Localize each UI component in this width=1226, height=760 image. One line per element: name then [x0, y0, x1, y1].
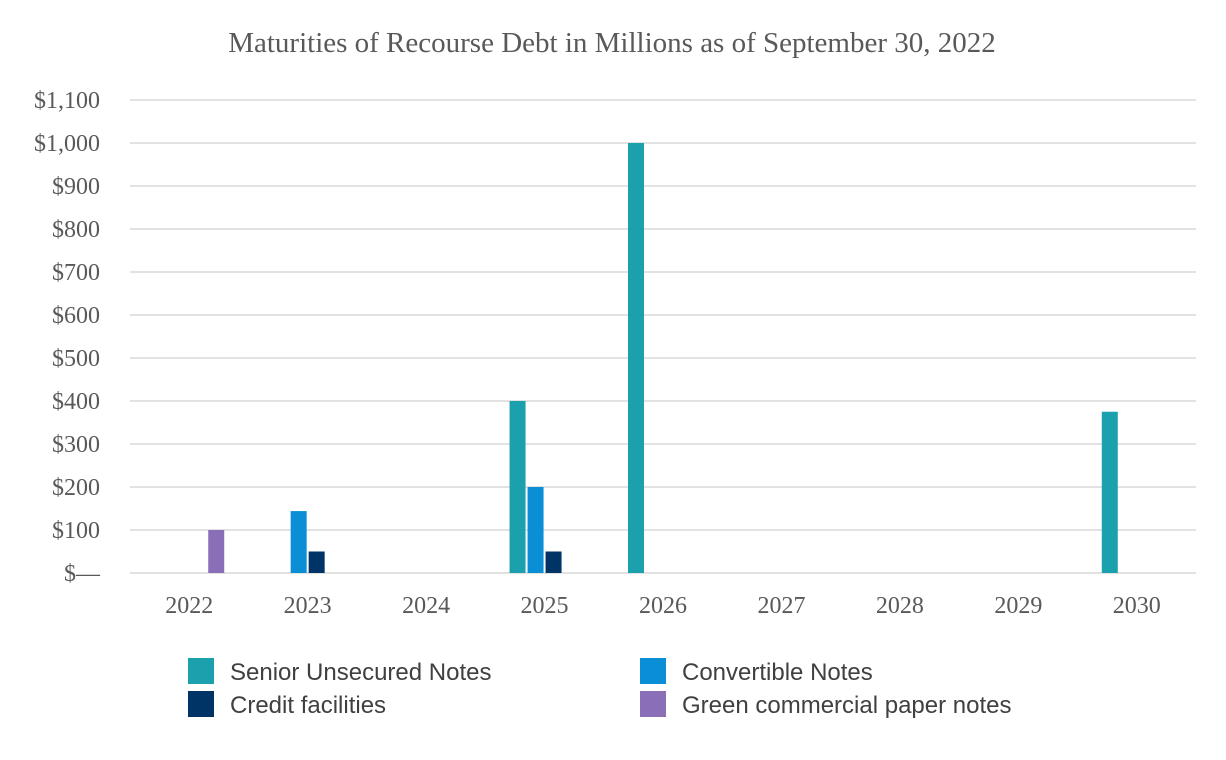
y-tick-label: $800 [52, 217, 100, 243]
x-tick-label: 2030 [1113, 593, 1161, 619]
legend-label: Credit facilities [230, 692, 386, 719]
x-tick-label: 2027 [757, 593, 805, 619]
x-axis-tick-labels: 2022 2023 2024 2025 2026 2027 2028 2029 2030 [165, 593, 1161, 619]
bar-convertible-notes-2023 [290, 511, 307, 573]
legend: Senior Unsecured Notes Convertible Notes C… [188, 658, 1011, 719]
y-tick-label: $1,000 [34, 131, 100, 157]
bar-senior-unsecured-notes-2026 [628, 143, 644, 573]
legend-swatch [188, 658, 214, 684]
y-tick-label: $300 [52, 432, 100, 458]
x-tick-label: 2022 [165, 593, 213, 619]
bar-green-commercial-paper-notes-2022 [208, 530, 225, 573]
x-tick-label: 2025 [521, 593, 569, 619]
x-tick-label: 2028 [876, 593, 924, 619]
legend-item: Convertible Notes [640, 658, 873, 686]
legend-item: Credit facilities [188, 691, 386, 719]
x-tick-label: 2024 [402, 593, 450, 619]
bars [208, 143, 1118, 573]
gridlines [130, 99, 1196, 574]
x-tick-label: 2026 [639, 593, 687, 619]
legend-label: Green commercial paper notes [682, 692, 1011, 719]
y-tick-label: $900 [52, 174, 100, 200]
legend-swatch [188, 691, 214, 717]
y-tick-label: $200 [52, 475, 100, 501]
y-tick-label: $700 [52, 260, 100, 286]
legend-label: Convertible Notes [682, 659, 873, 686]
y-axis-tick-labels: $— $100 $200 $300 $400 $500 $600 $700 $800 $900 $1… [34, 88, 101, 587]
x-tick-label: 2029 [994, 593, 1042, 619]
y-tick-label: $1,100 [34, 88, 100, 114]
legend-swatch [640, 691, 666, 717]
bar-credit-facilities-2023 [308, 551, 325, 573]
bar-credit-facilities-2025 [545, 551, 562, 573]
legend-swatch [640, 658, 666, 684]
bar-senior-unsecured-notes-2030 [1101, 411, 1118, 573]
legend-item: Senior Unsecured Notes [188, 658, 491, 686]
y-tick-label: $500 [52, 346, 100, 372]
x-tick-label: 2023 [284, 593, 332, 619]
bar-senior-unsecured-notes-2025 [509, 401, 526, 573]
bar-convertible-notes-2025 [527, 487, 544, 573]
y-tick-label: $400 [52, 389, 100, 415]
y-tick-label: $— [64, 561, 101, 587]
y-tick-label: $600 [52, 303, 100, 329]
y-tick-label: $100 [52, 518, 100, 544]
legend-label: Senior Unsecured Notes [230, 659, 491, 686]
legend-item: Green commercial paper notes [640, 691, 1011, 719]
chart-title: Maturities of Recourse Debt in Millions … [228, 27, 996, 59]
